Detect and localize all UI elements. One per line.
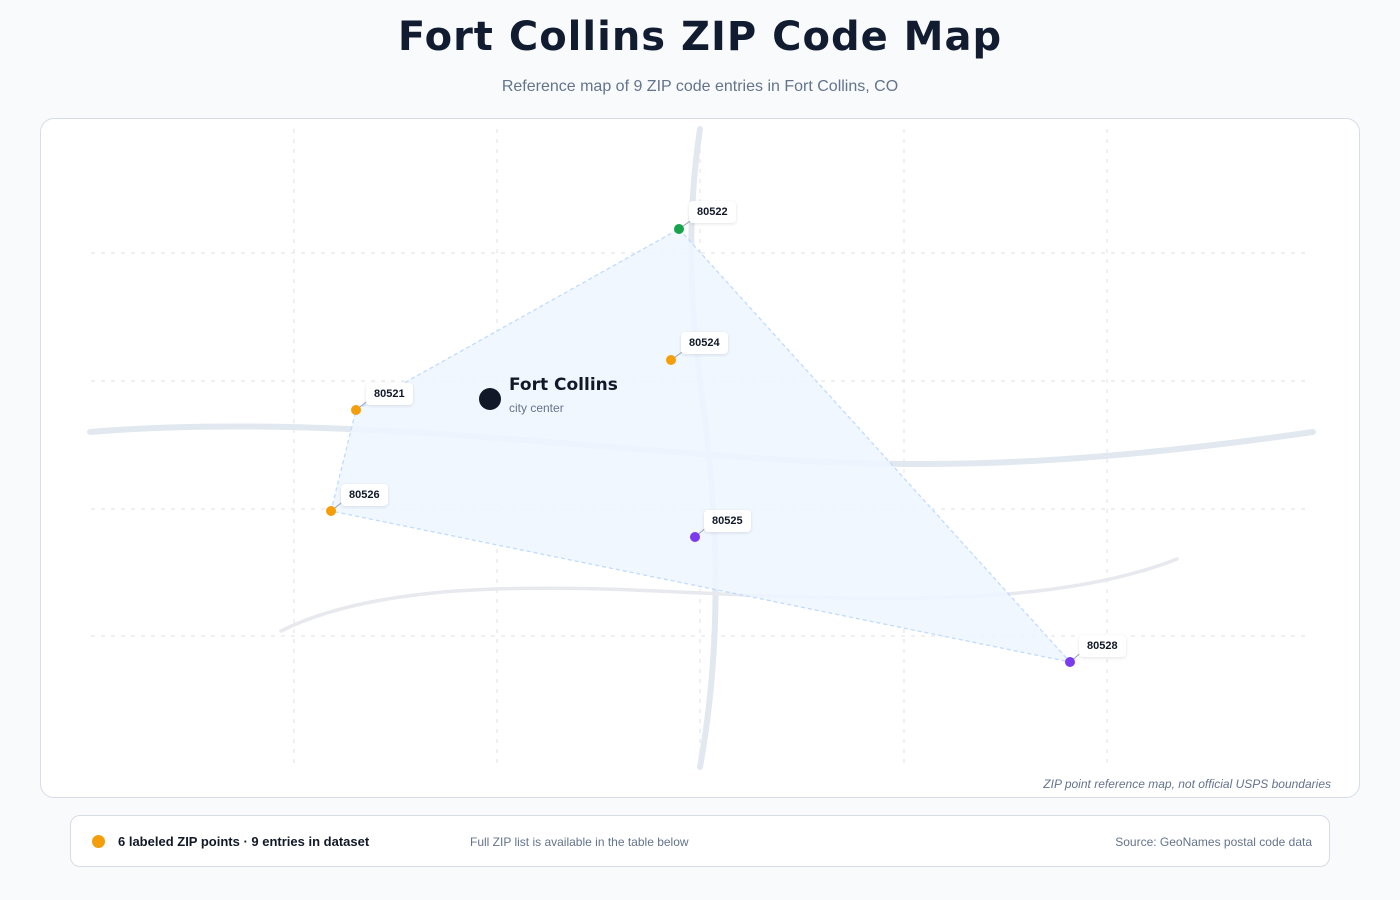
road-river [279, 557, 1179, 633]
legend-note: Full ZIP list is available in the table … [470, 835, 689, 849]
legend-dot-icon [92, 835, 105, 848]
zip-label-80526[interactable]: 80526 [341, 484, 388, 506]
data-source: Source: GeoNames postal code data [1115, 835, 1312, 849]
legend-footer: 6 labeled ZIP points · 9 entries in data… [70, 815, 1330, 867]
map-panel[interactable]: Fort Collins city center 80522 80524 805… [40, 118, 1360, 798]
zip-label-80521[interactable]: 80521 [366, 383, 413, 405]
zip-point-80522[interactable] [674, 224, 684, 234]
map-canvas[interactable] [41, 119, 1359, 797]
zip-point-80521[interactable] [351, 405, 361, 415]
page-subtitle: Reference map of 9 ZIP code entries in F… [501, 78, 899, 95]
zip-label-80525[interactable]: 80525 [704, 510, 751, 532]
page-title: Fort Collins ZIP Code Map [397, 14, 1003, 60]
map-disclaimer: ZIP point reference map, not official US… [1043, 777, 1331, 791]
legend-count: 6 labeled ZIP points · 9 entries in data… [118, 834, 370, 849]
zip-coverage-area [330, 228, 1072, 664]
zip-point-80528[interactable] [1065, 657, 1075, 667]
city-name-label: Fort Collins [509, 375, 618, 395]
zip-label-80528[interactable]: 80528 [1079, 635, 1126, 657]
zip-label-80524[interactable]: 80524 [681, 332, 728, 354]
map-grid [91, 129, 1309, 767]
zip-label-80522[interactable]: 80522 [689, 201, 736, 223]
zip-point-80524[interactable] [666, 355, 676, 365]
city-center-marker[interactable] [479, 388, 501, 410]
zip-point-80526[interactable] [326, 506, 336, 516]
zip-point-80525[interactable] [690, 532, 700, 542]
city-sub-label: city center [509, 401, 564, 415]
